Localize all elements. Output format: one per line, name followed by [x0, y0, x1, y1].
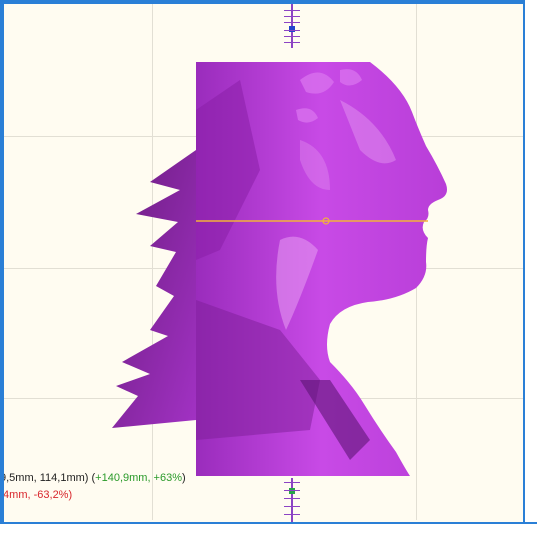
- ruler-tick: [284, 36, 300, 37]
- ruler-tick: [284, 498, 300, 499]
- window-margin: [0, 524, 537, 536]
- delta-values: +140,9mm, +63%: [95, 472, 183, 484]
- ruler-tick: [284, 10, 300, 11]
- highlight: [276, 236, 318, 330]
- viewport-border: [523, 0, 525, 536]
- ruler-tick: [284, 30, 300, 31]
- highlight: [340, 100, 396, 164]
- dimension-values: 9,5mm, 114,1mm): [0, 472, 89, 484]
- viewport-border: [0, 0, 4, 536]
- mesh-artifact-region: [112, 150, 196, 428]
- ruler-tick: [284, 22, 300, 23]
- grid-line: [152, 0, 153, 520]
- ruler-tick: [284, 42, 300, 43]
- ruler-tick: [284, 482, 300, 483]
- shadow: [300, 380, 370, 460]
- ruler-gizmo-icon[interactable]: [284, 478, 300, 522]
- hair-bumps: [296, 69, 362, 123]
- ruler-tick: [284, 490, 300, 491]
- viewport-border: [0, 0, 537, 4]
- ruler-tick: [284, 16, 300, 17]
- section-cut-handle[interactable]: [322, 217, 330, 225]
- shadow: [196, 80, 260, 260]
- delta-close: ): [182, 472, 186, 484]
- ruler-tick: [284, 506, 300, 507]
- reduction-readout: ,4mm, -63,2%): [0, 489, 73, 501]
- shadow: [196, 300, 320, 440]
- delta-open: (: [91, 472, 96, 484]
- viewport-border: [0, 522, 537, 524]
- dimension-readout: 9,5mm, 114,1mm) (+140,9mm, +63%): [0, 472, 186, 484]
- ruler-gizmo-icon[interactable]: [284, 4, 300, 48]
- ruler-tick: [284, 514, 300, 515]
- highlight: [300, 140, 330, 190]
- window-margin: [525, 0, 537, 536]
